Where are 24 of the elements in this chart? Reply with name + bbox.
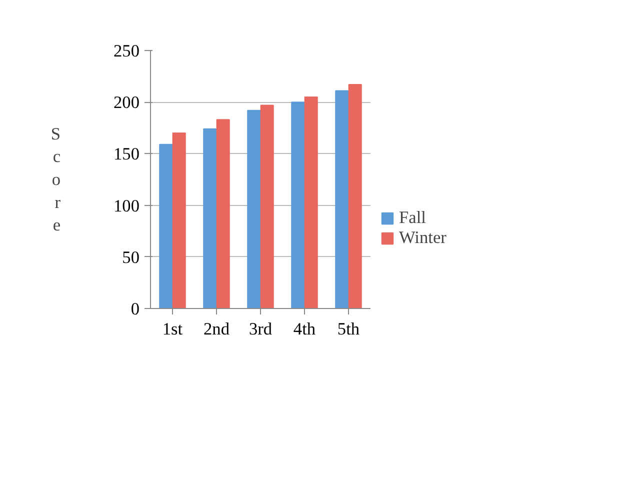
y-axis-title: Score <box>50 124 61 235</box>
bar <box>260 104 274 308</box>
bar <box>172 132 186 308</box>
y-tick-label: 200 <box>114 93 140 112</box>
bar <box>203 128 217 308</box>
y-tick-label: 100 <box>114 196 140 216</box>
bar <box>291 102 305 308</box>
y-tick-label: 250 <box>114 42 140 60</box>
x-tick-label: 5th <box>337 320 360 338</box>
x-tick-label: 4th <box>293 320 316 338</box>
bar <box>348 84 362 308</box>
y-tick-label: 150 <box>114 144 140 164</box>
x-tick-label: 1st <box>162 320 183 338</box>
legend-label: Fall <box>399 208 426 228</box>
y-tick-label: 0 <box>130 300 140 318</box>
bar <box>304 96 318 308</box>
y-tick-label: 50 <box>122 248 140 267</box>
bar <box>247 110 261 308</box>
bar <box>216 119 230 308</box>
bar <box>159 144 173 308</box>
x-tick-label: 3rd <box>248 320 272 338</box>
legend-label: Winter <box>399 228 446 248</box>
x-tick-label: 2nd <box>204 320 230 338</box>
bar <box>335 90 349 308</box>
